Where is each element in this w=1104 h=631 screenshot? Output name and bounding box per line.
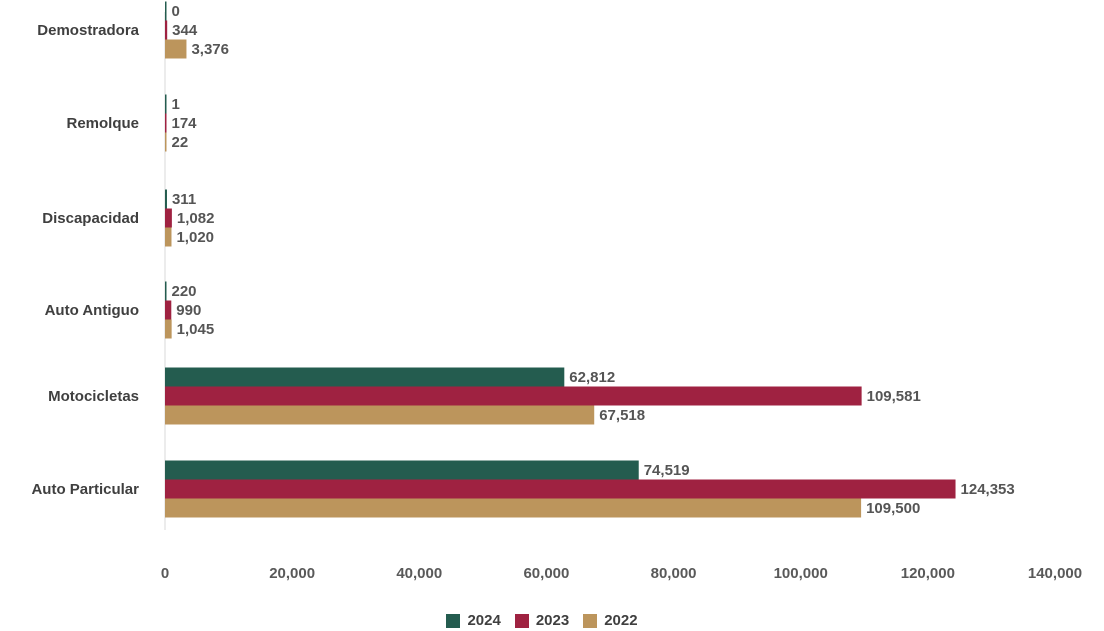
data-label: 174 xyxy=(172,115,198,132)
data-label: 0 xyxy=(172,3,180,20)
bar-chart: 0 20,000 40,000 60,000 80,000 100,000 120,000 1… xyxy=(31,1,1082,582)
legend-label: 2023 xyxy=(535,612,570,629)
data-label: 990 xyxy=(176,302,201,319)
legend-item-2024: 2024 xyxy=(446,612,501,629)
bar-2023 xyxy=(165,208,172,228)
data-label: 67,518 xyxy=(599,407,645,424)
bar-2023 xyxy=(165,386,862,406)
data-label: 1,020 xyxy=(176,229,214,246)
legend-swatch xyxy=(583,613,598,628)
x-tick-label: 120,000 xyxy=(901,565,955,582)
data-label: 344 xyxy=(172,22,198,39)
category-label: Auto Particular xyxy=(31,481,139,498)
category-label: Motocicletas xyxy=(48,388,139,405)
bar-2022 xyxy=(165,498,862,518)
bar-2022 xyxy=(165,227,172,247)
x-tick-label: 40,000 xyxy=(396,565,442,582)
legend-label: 2022 xyxy=(604,612,638,629)
bar-2024 xyxy=(165,1,167,21)
category-label: Remolque xyxy=(66,115,139,132)
legend-swatch xyxy=(446,613,461,628)
chart-legend: 2024 2023 2022 xyxy=(0,612,1094,629)
data-label: 109,500 xyxy=(866,500,920,517)
bar-2024 xyxy=(165,94,167,114)
x-tick-label: 140,000 xyxy=(1028,565,1082,582)
legend-swatch xyxy=(514,613,529,628)
data-label: 3,376 xyxy=(191,41,229,58)
data-label: 74,519 xyxy=(644,462,690,479)
data-label: 1 xyxy=(172,96,180,113)
legend-item-2022: 2022 xyxy=(583,612,638,629)
data-label: 311 xyxy=(172,191,196,208)
data-label: 1,082 xyxy=(177,210,215,227)
legend-label: 2024 xyxy=(467,612,501,629)
x-tick-label: 80,000 xyxy=(651,565,697,582)
legend-item-2023: 2023 xyxy=(514,612,570,629)
data-label: 124,353 xyxy=(961,481,1015,498)
x-tick-label: 100,000 xyxy=(774,565,828,582)
bar-2024 xyxy=(165,367,565,387)
data-label: 62,812 xyxy=(569,369,615,386)
data-label: 1,045 xyxy=(177,321,215,338)
bar-2022 xyxy=(165,405,595,425)
data-label: 220 xyxy=(172,283,197,300)
bar-2023 xyxy=(165,479,956,499)
bar-2023 xyxy=(165,20,168,40)
bar-2022 xyxy=(165,132,167,152)
data-label: 109,581 xyxy=(867,388,921,405)
category-label: Demostradora xyxy=(37,22,139,39)
category-label: Auto Antiguo xyxy=(45,302,139,319)
bar-2023 xyxy=(165,300,172,320)
x-tick-label: 60,000 xyxy=(523,565,569,582)
x-tick-label: 0 xyxy=(161,565,169,582)
x-tick-label: 20,000 xyxy=(269,565,315,582)
bar-2023 xyxy=(165,113,167,133)
bar-2024 xyxy=(165,281,167,301)
bar-2022 xyxy=(165,319,172,339)
data-label: 22 xyxy=(172,134,189,151)
bar-2024 xyxy=(165,189,167,209)
category-label: Discapacidad xyxy=(42,210,139,227)
bar-2022 xyxy=(165,39,187,59)
bar-2024 xyxy=(165,460,639,480)
